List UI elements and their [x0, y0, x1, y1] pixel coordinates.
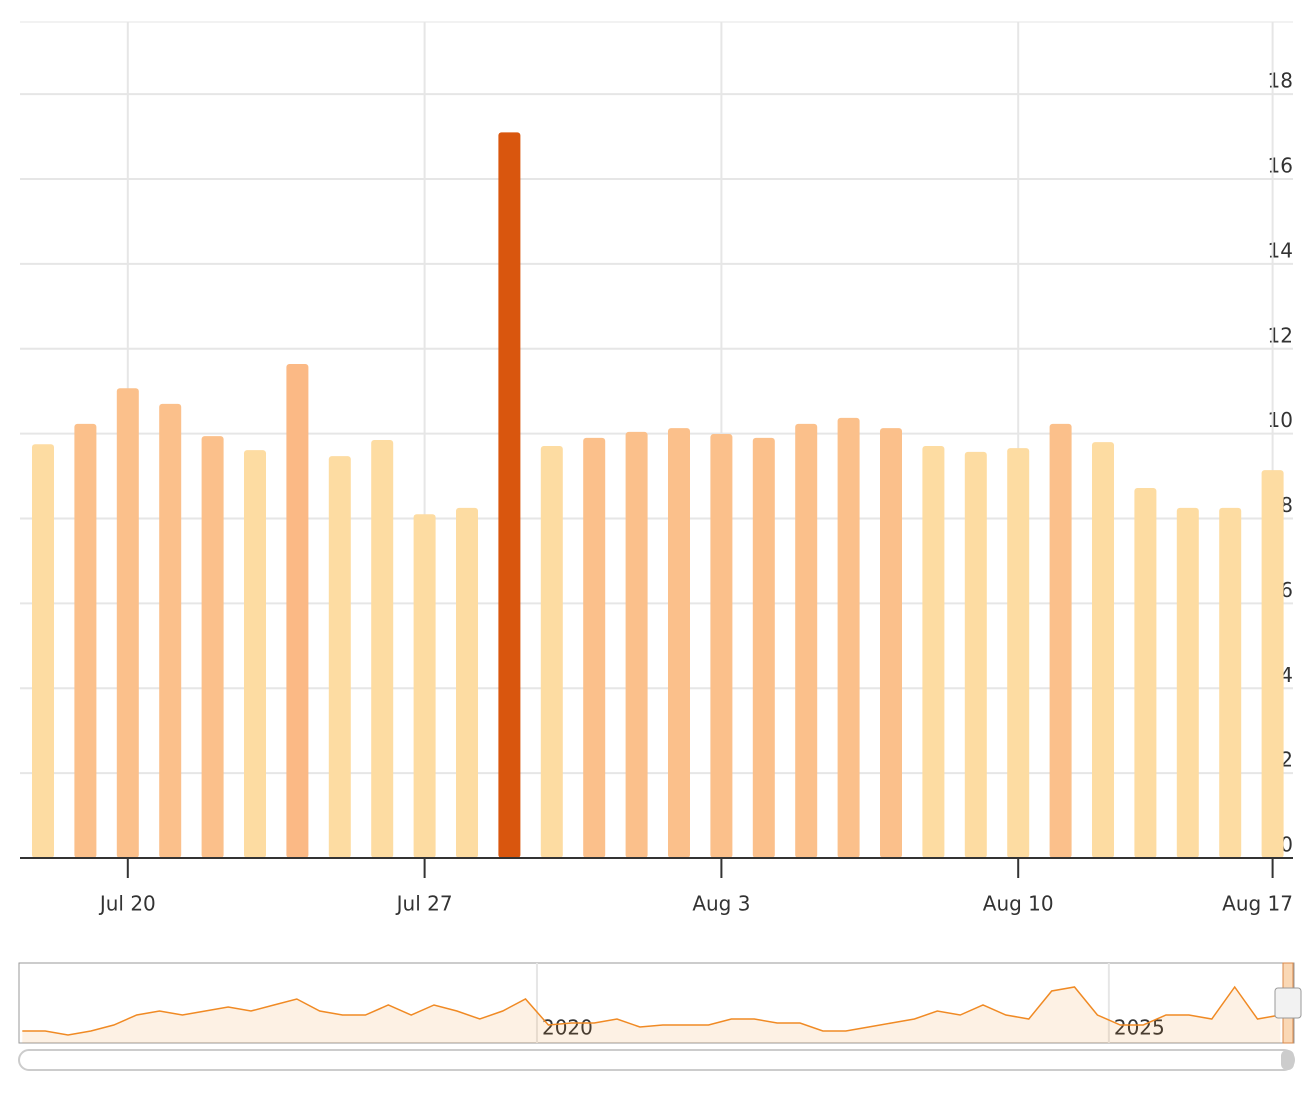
bar: [1176, 507, 1199, 858]
bar: [159, 403, 182, 858]
bar: [32, 444, 54, 858]
navigator-handle[interactable]: [1274, 987, 1302, 1019]
bar: [710, 434, 733, 858]
navigator-line: [22, 985, 1281, 1036]
x-tick-label: Jul 20: [98, 892, 156, 916]
bar: [1092, 442, 1114, 858]
bar: [625, 431, 648, 858]
bar: [668, 428, 690, 858]
bar: [201, 436, 224, 858]
bar: [1219, 507, 1242, 858]
y-tick-label: 16: [1268, 154, 1293, 178]
x-tick-label: Aug 17: [1222, 892, 1293, 916]
bar: [752, 437, 775, 858]
bar: [964, 451, 987, 858]
bar: [540, 445, 563, 858]
bar: [583, 437, 606, 858]
bar: [1007, 448, 1030, 858]
bar: [1049, 423, 1072, 858]
y-tick-label: 12: [1268, 323, 1293, 347]
bar: [328, 456, 351, 858]
y-tick-label: 18: [1268, 69, 1293, 93]
bar: [880, 428, 902, 858]
bar: [244, 450, 266, 858]
bar: [371, 440, 394, 858]
y-tick-label: 10: [1268, 408, 1293, 432]
bar: [456, 507, 478, 858]
navigator-area: [22, 987, 1281, 1043]
scrollbar-thumb[interactable]: [1281, 1050, 1294, 1070]
bar: [1261, 470, 1284, 858]
x-tick-label: Jul 27: [395, 892, 453, 916]
x-tick-label: Aug 10: [983, 892, 1054, 916]
bar: [837, 417, 860, 858]
bar: [413, 514, 436, 858]
y-tick-label: 14: [1268, 238, 1293, 262]
scrollbar-track[interactable]: [18, 1049, 1295, 1071]
bar: [922, 445, 945, 858]
bar: [498, 132, 521, 858]
navigator-tick-label: 2020: [542, 1016, 593, 1040]
bar: [1134, 487, 1157, 858]
bar: [795, 423, 818, 858]
bar: [74, 423, 97, 858]
bar: [286, 364, 309, 858]
bar: [116, 388, 139, 858]
x-tick-label: Aug 3: [692, 892, 750, 916]
